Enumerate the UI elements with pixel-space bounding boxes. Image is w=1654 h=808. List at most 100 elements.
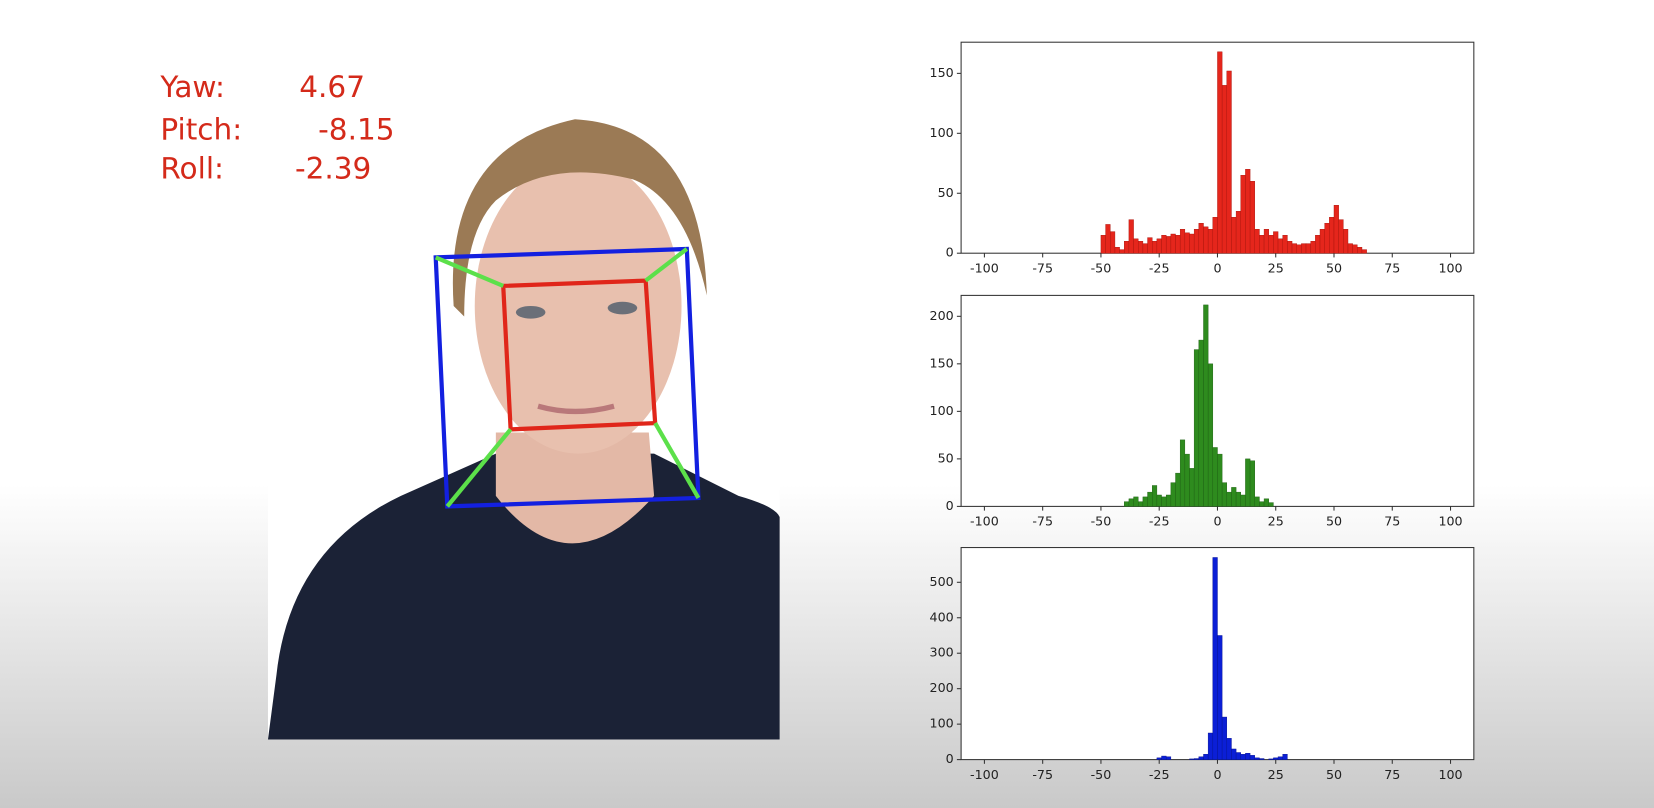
x-tick-label: 50 — [1326, 514, 1342, 529]
x-tick-label: -50 — [1091, 767, 1112, 782]
bar — [1133, 496, 1139, 507]
y-tick-label: 50 — [938, 185, 954, 200]
bar — [1245, 753, 1251, 760]
sweater — [267, 453, 780, 740]
video-frame — [267, 118, 780, 740]
bar — [1231, 748, 1237, 760]
bar — [1198, 339, 1204, 507]
pose-label: Yaw: — [159, 70, 225, 104]
x-tick-label: -25 — [1149, 261, 1170, 276]
bar — [1212, 447, 1218, 507]
bar — [1226, 738, 1232, 760]
face — [474, 158, 682, 454]
y-tick-label: 400 — [930, 609, 954, 624]
x-tick-label: 0 — [1213, 514, 1221, 529]
bar — [1277, 756, 1283, 760]
bar — [1100, 235, 1106, 254]
bar — [1207, 229, 1214, 254]
bar — [1240, 175, 1246, 254]
bar — [1249, 460, 1255, 507]
y-tick-label: 0 — [946, 751, 954, 766]
x-tick-label: 50 — [1326, 767, 1342, 782]
bar — [1249, 181, 1255, 254]
y-tick-label: 100 — [930, 125, 954, 140]
y-tick-label: 200 — [930, 308, 954, 323]
neck — [495, 432, 655, 544]
bar — [1165, 236, 1172, 254]
hair — [452, 119, 707, 317]
y-tick-label: 300 — [930, 645, 954, 660]
bar — [1338, 219, 1344, 254]
bar — [1193, 229, 1200, 254]
bar — [1240, 494, 1246, 507]
bar — [1263, 498, 1269, 507]
bar — [1310, 241, 1316, 254]
bar — [1147, 237, 1153, 254]
bar — [1231, 217, 1237, 254]
bar — [1161, 235, 1167, 254]
bar — [1301, 243, 1307, 254]
bar — [1198, 756, 1204, 760]
bar — [1333, 205, 1339, 254]
bar — [1124, 241, 1130, 254]
cube-edge — [445, 428, 513, 508]
bar — [1273, 231, 1279, 254]
bar — [1165, 756, 1172, 760]
x-tick-label: 0 — [1213, 261, 1221, 276]
bar — [1105, 224, 1111, 254]
y-tick-label: 500 — [930, 574, 954, 589]
bar — [1119, 249, 1125, 254]
y-tick-label: 0 — [946, 498, 954, 513]
bar — [1282, 235, 1288, 254]
bar — [1189, 233, 1195, 254]
bar — [1221, 85, 1228, 254]
bar — [1198, 223, 1204, 254]
bar — [1138, 501, 1144, 507]
pose-value: 4.67 — [299, 70, 365, 104]
bar — [1235, 752, 1241, 760]
bar — [1254, 229, 1260, 254]
pose-value: -8.15 — [318, 112, 394, 146]
bar — [1357, 246, 1363, 254]
bar — [1217, 51, 1223, 254]
bar — [1254, 757, 1260, 760]
bar — [1273, 757, 1279, 760]
bar — [1175, 472, 1181, 507]
bar — [1329, 217, 1335, 254]
bar — [1179, 439, 1186, 507]
content: Yaw: 4.67 Pitch: -8.15 Roll: -2.39 -100 -75 -50 -… — [159, 41, 1475, 782]
bar — [1189, 758, 1195, 760]
x-tick-label: 75 — [1384, 514, 1400, 529]
bar — [1170, 233, 1176, 254]
bar — [1152, 485, 1158, 507]
x-tick-label: 50 — [1326, 261, 1342, 276]
x-tick-label: 100 — [1438, 261, 1462, 276]
bar — [1212, 217, 1218, 254]
bar — [1287, 241, 1293, 254]
y-tick-label: 0 — [946, 245, 954, 260]
bar — [1235, 211, 1241, 254]
bar — [1226, 70, 1232, 254]
bar — [1138, 241, 1144, 254]
bar — [1226, 491, 1232, 507]
bar — [1221, 716, 1228, 760]
bar — [1193, 349, 1200, 507]
x-tick-label: 25 — [1268, 514, 1284, 529]
bar — [1259, 501, 1265, 507]
bar — [1114, 246, 1120, 254]
eye — [607, 301, 638, 315]
bar — [1203, 226, 1209, 254]
bar — [1193, 758, 1200, 760]
bar — [1315, 235, 1321, 254]
x-tick-label: 25 — [1268, 261, 1284, 276]
bar — [1245, 169, 1251, 254]
bar — [1161, 496, 1167, 507]
x-tick-label: -25 — [1149, 514, 1170, 529]
x-tick-label: -50 — [1091, 514, 1112, 529]
bar — [1207, 363, 1214, 507]
bar — [1161, 755, 1167, 760]
cube-edge — [434, 255, 505, 288]
bar — [1110, 231, 1116, 254]
